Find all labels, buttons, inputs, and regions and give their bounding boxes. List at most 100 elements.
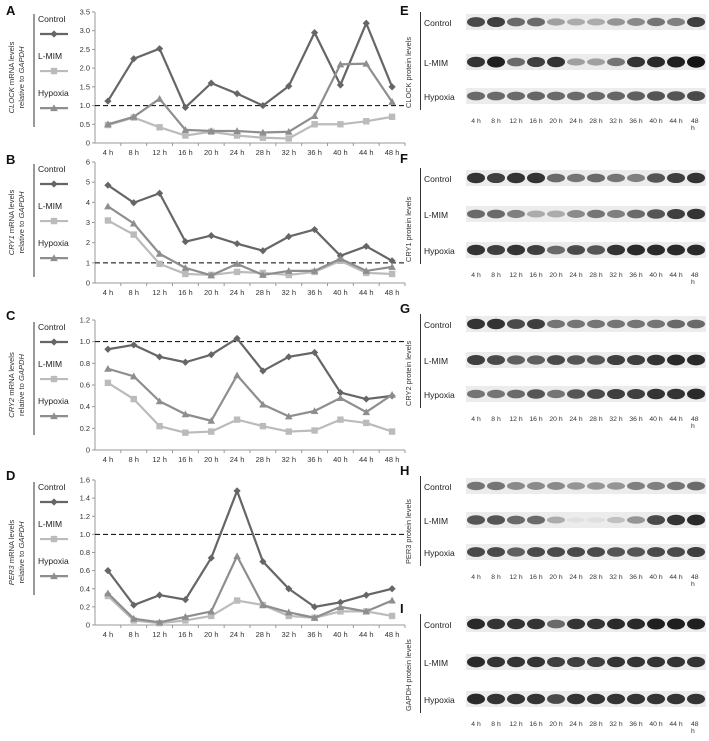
data-point-control — [259, 557, 267, 566]
data-point-lmim — [182, 429, 189, 436]
blot-band — [667, 618, 685, 630]
legend-label-hypoxia: Hypoxia — [38, 88, 69, 98]
blot-band — [647, 209, 665, 219]
blot-band — [687, 546, 705, 558]
blot-strip — [466, 14, 706, 30]
blot-panel-i: I GAPDH protein levels Control L-MIM Hypoxia… — [400, 598, 708, 738]
blot-time-label: 32 h — [609, 272, 623, 279]
blot-band — [467, 172, 485, 184]
series-line-hypoxia — [107, 205, 393, 277]
legend-marker-hypoxia — [50, 572, 58, 580]
data-point-hypoxia — [104, 589, 112, 597]
blot-panel-g: G CRY2 protein levels Control L-MIM Hypoxia 4… — [400, 298, 708, 430]
blot-band — [467, 17, 485, 27]
blot-time-label: 20 h — [549, 272, 563, 279]
x-tick-label: 28 h — [256, 288, 271, 297]
data-point-lmim — [182, 270, 189, 278]
y-axis-label-line1: CRY2 mRNA levels — [7, 352, 16, 418]
x-tick-label: 20 h — [204, 148, 219, 157]
blot-band — [627, 481, 645, 491]
blot-time-label: 12 h — [509, 118, 523, 125]
data-point-lmim — [259, 134, 267, 141]
data-point-hypoxia — [310, 407, 319, 414]
data-point-hypoxia — [155, 618, 164, 626]
blot-band — [607, 209, 625, 219]
blot-band — [647, 388, 665, 400]
blot-band — [547, 56, 565, 68]
y-tick-label: 0.8 — [80, 548, 90, 557]
blot-band — [467, 91, 485, 101]
blot-time-label: 44 h — [669, 272, 683, 279]
blot-band — [567, 18, 585, 26]
ylabel-text: relative to — [17, 548, 26, 583]
blot-time-labels: 4 h 8 h 12 h 16 h 20 h 24 h 28 h 32 h 36 h 40 h 44… — [466, 574, 706, 588]
data-point-control — [362, 591, 370, 599]
y-tick-label: 1 — [86, 258, 90, 267]
x-tick-label: 44 h — [359, 455, 374, 464]
blot-background — [466, 478, 706, 494]
blot-row-label: Control — [424, 18, 452, 28]
data-point-control — [310, 603, 319, 611]
blot-time-label: 44 h — [669, 574, 683, 581]
legend-label-lmim: L-MIM — [38, 201, 62, 211]
blot-panel-h: H PER3 protein levels Control L-MIM Hypoxia 4… — [400, 460, 708, 588]
blot-band — [667, 319, 685, 329]
blot-background — [466, 88, 706, 104]
blot-background — [466, 544, 706, 560]
blot-band — [667, 481, 685, 491]
blot-time-label: 40 h — [649, 574, 663, 581]
blot-background — [466, 352, 706, 368]
blot-band — [587, 693, 605, 705]
y-tick-label: 0.8 — [80, 359, 90, 368]
blot-band — [647, 91, 665, 101]
data-point-hypoxia — [129, 614, 138, 622]
x-tick-label: 36 h — [307, 288, 322, 297]
y-tick-label: 4 — [86, 198, 90, 207]
data-point-control — [104, 97, 112, 105]
series-line-control — [106, 22, 394, 109]
data-point-control — [181, 238, 190, 246]
blot-row-label: L-MIM — [424, 658, 449, 668]
gene-name: PER3 — [7, 565, 16, 586]
blot-band — [467, 618, 485, 630]
panel-letter-h: H — [400, 463, 410, 478]
blot-band — [667, 17, 685, 27]
blot-band — [507, 319, 525, 329]
cry1-mrna-chart: 0 1 2 3 4 5 6 4 h 8 h 12 h 16 h 20 h 24 h 28 h 32 h 36 … — [7, 158, 406, 297]
data-point-lmim — [130, 395, 137, 403]
data-point-lmim — [233, 416, 241, 423]
blot-background — [466, 386, 706, 402]
data-point-hypoxia — [310, 112, 319, 120]
x-tick-label: 4 h — [103, 455, 113, 464]
data-point-control — [388, 83, 396, 91]
blot-time-label: 32 h — [609, 721, 623, 728]
data-point-lmim — [388, 428, 396, 435]
blot-band — [527, 515, 545, 525]
data-point-lmim — [311, 121, 318, 128]
data-point-lmim — [311, 427, 318, 434]
data-point-control — [285, 82, 293, 90]
data-point-control — [181, 358, 190, 366]
blot-y-label: CRY1 protein levels — [404, 196, 413, 262]
x-tick-label: 16 h — [178, 630, 193, 639]
blot-band — [467, 209, 485, 219]
legend-marker-hypoxia — [50, 254, 58, 262]
data-point-hypoxia — [284, 608, 293, 616]
data-point-lmim — [208, 428, 215, 435]
data-point-control — [207, 79, 215, 87]
ylabel-text: relative to — [17, 218, 26, 253]
blot-band — [467, 693, 485, 705]
blot-time-label: 8 h — [491, 272, 501, 279]
data-point-hypoxia — [362, 607, 371, 615]
blot-band — [587, 319, 605, 329]
x-tick-label: 16 h — [178, 148, 193, 157]
blot-band — [587, 58, 605, 66]
data-point-lmim — [363, 419, 370, 427]
blot-background — [466, 242, 706, 258]
y-tick-label: 0 — [86, 279, 90, 288]
blot-band — [527, 91, 545, 101]
data-point-control — [207, 232, 215, 240]
ylabel-text: mRNA levels — [7, 520, 16, 566]
blot-time-label: 20 h — [549, 416, 563, 423]
blot-band — [687, 172, 705, 184]
